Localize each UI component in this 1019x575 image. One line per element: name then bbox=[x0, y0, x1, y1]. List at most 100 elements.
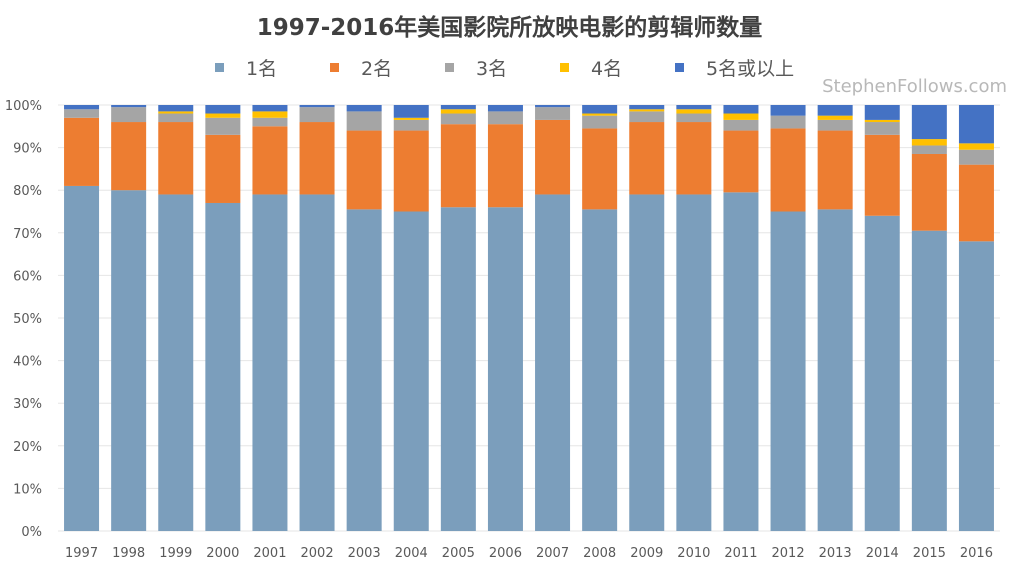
bar-segment bbox=[346, 111, 382, 131]
bar-segment bbox=[64, 109, 100, 118]
x-tick-label: 2016 bbox=[960, 546, 993, 561]
bar-segment bbox=[158, 113, 194, 123]
y-tick-label: 30% bbox=[13, 397, 42, 412]
bar-segment bbox=[346, 209, 382, 531]
bar-segment bbox=[440, 124, 476, 208]
bar-segment bbox=[440, 105, 476, 110]
bar-segment bbox=[111, 122, 147, 191]
bar-segment bbox=[864, 122, 900, 135]
bar-segment bbox=[582, 105, 618, 114]
bar-segment bbox=[440, 109, 476, 114]
bar-segment bbox=[393, 117, 429, 120]
bar-segment bbox=[487, 207, 523, 532]
bar-segment bbox=[864, 105, 900, 120]
legend-label: 4名 bbox=[591, 58, 623, 80]
bar-segment bbox=[440, 207, 476, 532]
bar-segment bbox=[299, 107, 335, 123]
bar-segment bbox=[629, 109, 665, 112]
bar-segment bbox=[629, 194, 665, 531]
bar-segment bbox=[158, 111, 194, 114]
bar-segment bbox=[535, 194, 571, 531]
x-tick-label: 2008 bbox=[583, 546, 616, 561]
legend-item: 2名 bbox=[330, 54, 445, 81]
bar-segment bbox=[252, 111, 288, 118]
x-tick-label: 2004 bbox=[395, 546, 428, 561]
bar-segment bbox=[770, 105, 806, 116]
bar-segment bbox=[205, 117, 241, 135]
bar-segment bbox=[252, 117, 288, 127]
y-tick-label: 90% bbox=[13, 142, 42, 157]
bar-segment bbox=[582, 128, 618, 210]
bar-segment bbox=[64, 117, 100, 186]
bar-segment bbox=[723, 119, 759, 131]
legend-swatch bbox=[560, 63, 569, 72]
bar-segment bbox=[817, 105, 853, 116]
bar-segment bbox=[535, 107, 571, 120]
legend-item: 5名或以上 bbox=[675, 54, 794, 81]
y-tick-label: 10% bbox=[13, 482, 42, 497]
bar-segment bbox=[911, 145, 947, 154]
x-tick-label: 2006 bbox=[489, 546, 522, 561]
legend-label: 3名 bbox=[476, 58, 508, 80]
bar-segment bbox=[299, 105, 335, 108]
bar-segment bbox=[535, 119, 571, 195]
y-tick-label: 40% bbox=[13, 355, 42, 370]
bar-segment bbox=[817, 119, 853, 131]
legend-item: 4名 bbox=[560, 54, 675, 81]
legend-label: 2名 bbox=[361, 58, 393, 80]
legend-label: 5名或以上 bbox=[706, 58, 795, 80]
bar-segment bbox=[205, 134, 241, 203]
legend-swatch bbox=[675, 63, 684, 72]
bar-segment bbox=[911, 139, 947, 146]
watermark: StephenFollows.com bbox=[822, 76, 1007, 97]
bar-segment bbox=[723, 105, 759, 114]
bar-segment bbox=[346, 105, 382, 112]
legend-swatch bbox=[215, 63, 224, 72]
bar-segment bbox=[440, 113, 476, 125]
y-tick-label: 80% bbox=[13, 184, 42, 199]
x-tick-label: 1998 bbox=[112, 546, 145, 561]
bar-segment bbox=[158, 122, 194, 195]
bar-segment bbox=[64, 185, 100, 531]
bar-segment bbox=[911, 105, 947, 140]
bar-segment bbox=[629, 105, 665, 110]
bar-segment bbox=[205, 113, 241, 118]
bar-segment bbox=[111, 107, 147, 123]
bar-segment bbox=[958, 149, 994, 165]
bar-segment bbox=[723, 113, 759, 120]
bar-segment bbox=[911, 153, 947, 231]
x-tick-label: 1999 bbox=[159, 546, 192, 561]
legend: 1名 2名 3名 4名 5名或以上 bbox=[215, 54, 794, 81]
x-tick-label: 2001 bbox=[253, 546, 286, 561]
x-tick-label: 2011 bbox=[724, 546, 757, 561]
bar-segment bbox=[393, 119, 429, 131]
bar-segment bbox=[582, 113, 618, 116]
y-tick-label: 70% bbox=[13, 227, 42, 242]
y-tick-label: 20% bbox=[13, 440, 42, 455]
bar-segment bbox=[252, 194, 288, 531]
x-tick-label: 2005 bbox=[442, 546, 475, 561]
bar-segment bbox=[676, 194, 712, 531]
bar-segment bbox=[676, 113, 712, 123]
bar-segment bbox=[205, 105, 241, 114]
bar-segment bbox=[158, 194, 194, 531]
legend-item: 1名 bbox=[215, 54, 330, 81]
x-tick-label: 2012 bbox=[772, 546, 805, 561]
bar-segment bbox=[393, 105, 429, 118]
bar-segment bbox=[158, 105, 194, 112]
bar-segment bbox=[817, 130, 853, 210]
bar-segment bbox=[911, 230, 947, 532]
bar-segment bbox=[393, 211, 429, 531]
bar-segment bbox=[111, 105, 147, 108]
bar-segment bbox=[582, 209, 618, 531]
y-tick-label: 60% bbox=[13, 269, 42, 284]
bar-segment bbox=[958, 164, 994, 242]
y-tick-label: 100% bbox=[5, 99, 42, 114]
bar-segment bbox=[346, 130, 382, 210]
bar-segment bbox=[676, 105, 712, 110]
bar-segment bbox=[770, 211, 806, 531]
x-tick-label: 2002 bbox=[301, 546, 334, 561]
bar-segment bbox=[111, 190, 147, 531]
